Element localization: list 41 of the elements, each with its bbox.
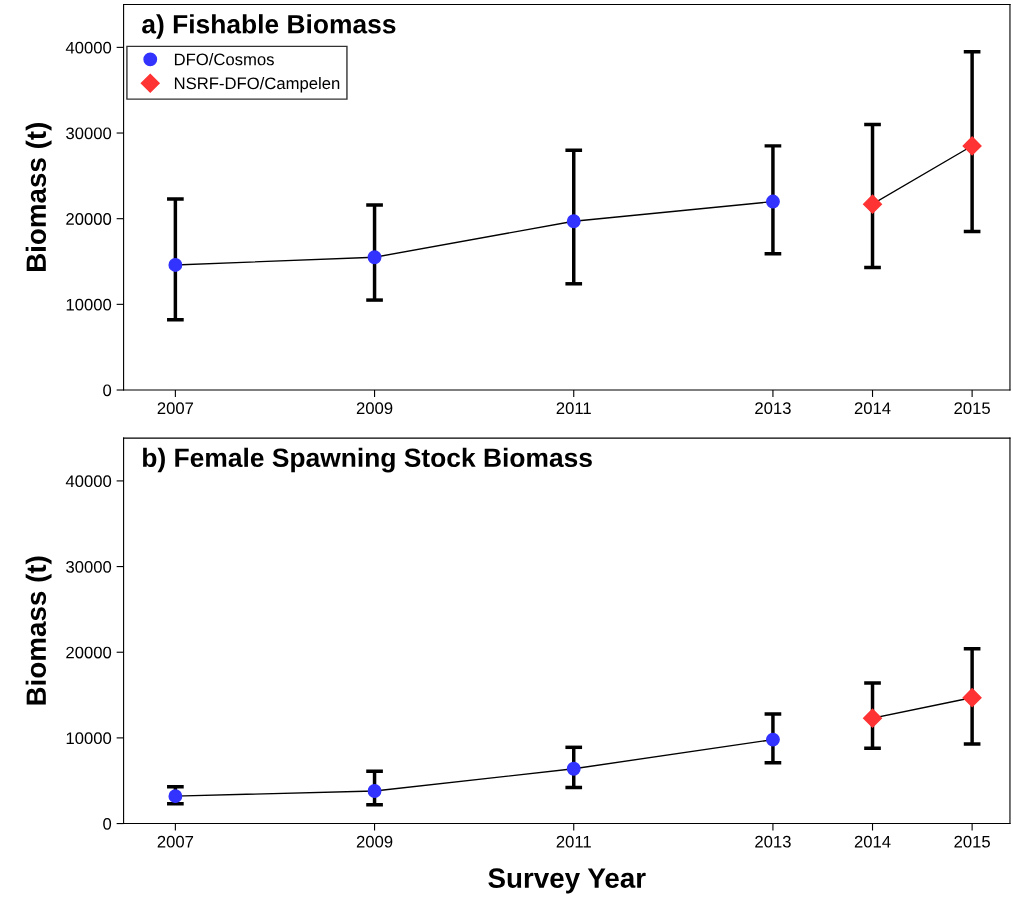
y-tick-label: 10000: [66, 298, 112, 311]
y-tick-label: 30000: [66, 127, 112, 140]
chart-title: a) Fishable Biomass: [142, 14, 396, 39]
x-tick-label: 2007: [157, 835, 194, 848]
point: [168, 257, 183, 272]
point: [367, 784, 382, 798]
x-tick-label: 2015: [954, 835, 990, 848]
point: [566, 214, 581, 229]
x-tick-label: 2015: [954, 402, 990, 415]
x-tick-label: 2007: [157, 402, 194, 415]
point: [168, 789, 183, 804]
legend-label: NSRF-DFO/Campelen: [174, 76, 340, 93]
y-tick-label: 30000: [66, 560, 112, 573]
y-tick-label: 0: [103, 384, 112, 397]
y-axis-title: Biomass (t): [25, 556, 52, 705]
x-tick-label: 2014: [854, 402, 891, 415]
x-tick-label: 2009: [356, 402, 393, 415]
y-tick-label: 20000: [66, 213, 112, 225]
point: [962, 688, 982, 708]
point: [566, 761, 581, 776]
x-tick-label: 2011: [556, 402, 591, 415]
x-tick-label: 2011: [556, 835, 591, 848]
x-axis-title: Survey Year: [488, 868, 646, 894]
y-tick-label: 40000: [65, 41, 112, 54]
x-tick-label: 2009: [356, 835, 393, 848]
chart-title: b) Female Spawning Stock Biomass: [143, 447, 592, 473]
point: [862, 194, 883, 214]
y-tick-label: 40000: [65, 475, 112, 488]
point: [765, 732, 780, 747]
legend-label: DFO/Cosmos: [174, 53, 274, 66]
point: [962, 136, 982, 156]
point: [367, 250, 382, 265]
y-tick-label: 20000: [66, 646, 112, 659]
x-tick-label: 2014: [854, 835, 891, 848]
point: [862, 708, 883, 728]
y-tick-label: 0: [103, 817, 112, 830]
x-tick-label: 2013: [755, 835, 791, 848]
x-tick-label: 2013: [755, 402, 791, 415]
y-axis-title: Biomass (t): [25, 123, 52, 272]
y-tick-label: 10000: [66, 732, 112, 745]
point: [765, 194, 780, 209]
